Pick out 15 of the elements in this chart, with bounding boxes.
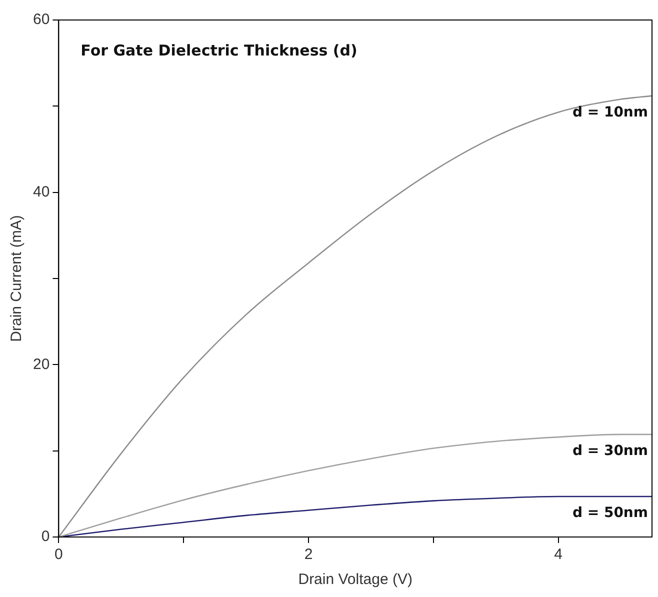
x-tick-label: 2 (304, 546, 313, 564)
text: For Gate Dielectric Thickness (d) (80, 41, 358, 60)
y-tick-label: 40 (32, 183, 50, 200)
y-tick-label: 20 (32, 356, 50, 373)
y-axis-title: Drain Current (mA) (8, 215, 26, 342)
series-label: d = 50nm (572, 505, 648, 522)
series-label: d = 30nm (572, 443, 648, 460)
x-tick-label: 0 (54, 546, 63, 564)
series-label: d = 10nm (572, 104, 648, 120)
x-axis-title: Drain Voltage (V) (298, 571, 412, 588)
y-tick-label: 0 (41, 528, 50, 546)
y-tick-label: 60 (32, 11, 50, 28)
line-series (58, 95, 652, 537)
x-tick-label: 4 (554, 546, 562, 564)
line-series (58, 434, 652, 537)
